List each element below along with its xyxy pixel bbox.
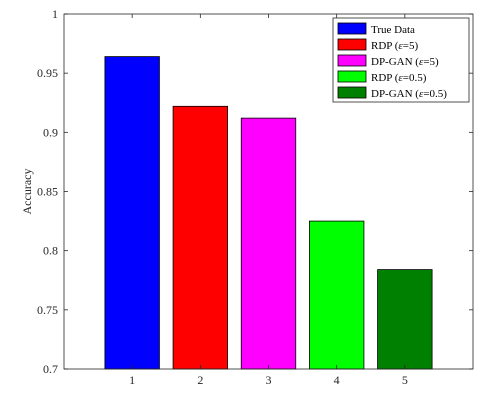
bars-layer bbox=[104, 56, 433, 370]
legend-swatch bbox=[337, 70, 367, 83]
legend-label: DP-GAN (ε=5) bbox=[371, 56, 439, 68]
bar-1 bbox=[104, 56, 160, 370]
legend-swatch bbox=[337, 86, 367, 99]
bar-5 bbox=[377, 269, 433, 370]
y-tick-label: 1 bbox=[52, 7, 58, 21]
x-tick-label: 3 bbox=[266, 373, 272, 387]
x-axis: 1 2 3 4 5 bbox=[129, 14, 408, 387]
bar-2 bbox=[172, 105, 229, 370]
legend: True Data RDP (ε=5) DP-GAN (ε=5) RDP (ε=0.5… bbox=[332, 17, 470, 103]
y-tick-label: 0.95 bbox=[37, 66, 58, 80]
bar-3 bbox=[240, 117, 297, 370]
x-tick-label: 2 bbox=[197, 373, 203, 387]
y-tick-label: 0.9 bbox=[43, 125, 58, 139]
y-axis: 0.7 0.75 0.8 0.85 0.9 0.95 1 bbox=[37, 7, 473, 376]
legend-label: RDP (ε=0.5) bbox=[371, 72, 427, 84]
legend-swatch bbox=[337, 22, 367, 35]
y-tick-label: 0.75 bbox=[37, 303, 58, 317]
y-tick-label: 0.8 bbox=[43, 244, 58, 258]
y-tick-label: 0.7 bbox=[43, 362, 58, 376]
y-tick-label: 0.85 bbox=[37, 185, 58, 199]
legend-swatch bbox=[337, 54, 367, 67]
legend-swatch bbox=[337, 38, 367, 51]
x-tick-label: 4 bbox=[334, 373, 340, 387]
bar-4 bbox=[308, 220, 365, 370]
x-tick-label: 1 bbox=[129, 373, 135, 387]
x-tick-label: 5 bbox=[402, 373, 408, 387]
legend-label: RDP (ε=5) bbox=[371, 40, 418, 52]
y-axis-label: Accuracy bbox=[20, 169, 34, 215]
legend-label: True Data bbox=[371, 24, 415, 36]
legend-label: DP-GAN (ε=0.5) bbox=[371, 88, 447, 100]
